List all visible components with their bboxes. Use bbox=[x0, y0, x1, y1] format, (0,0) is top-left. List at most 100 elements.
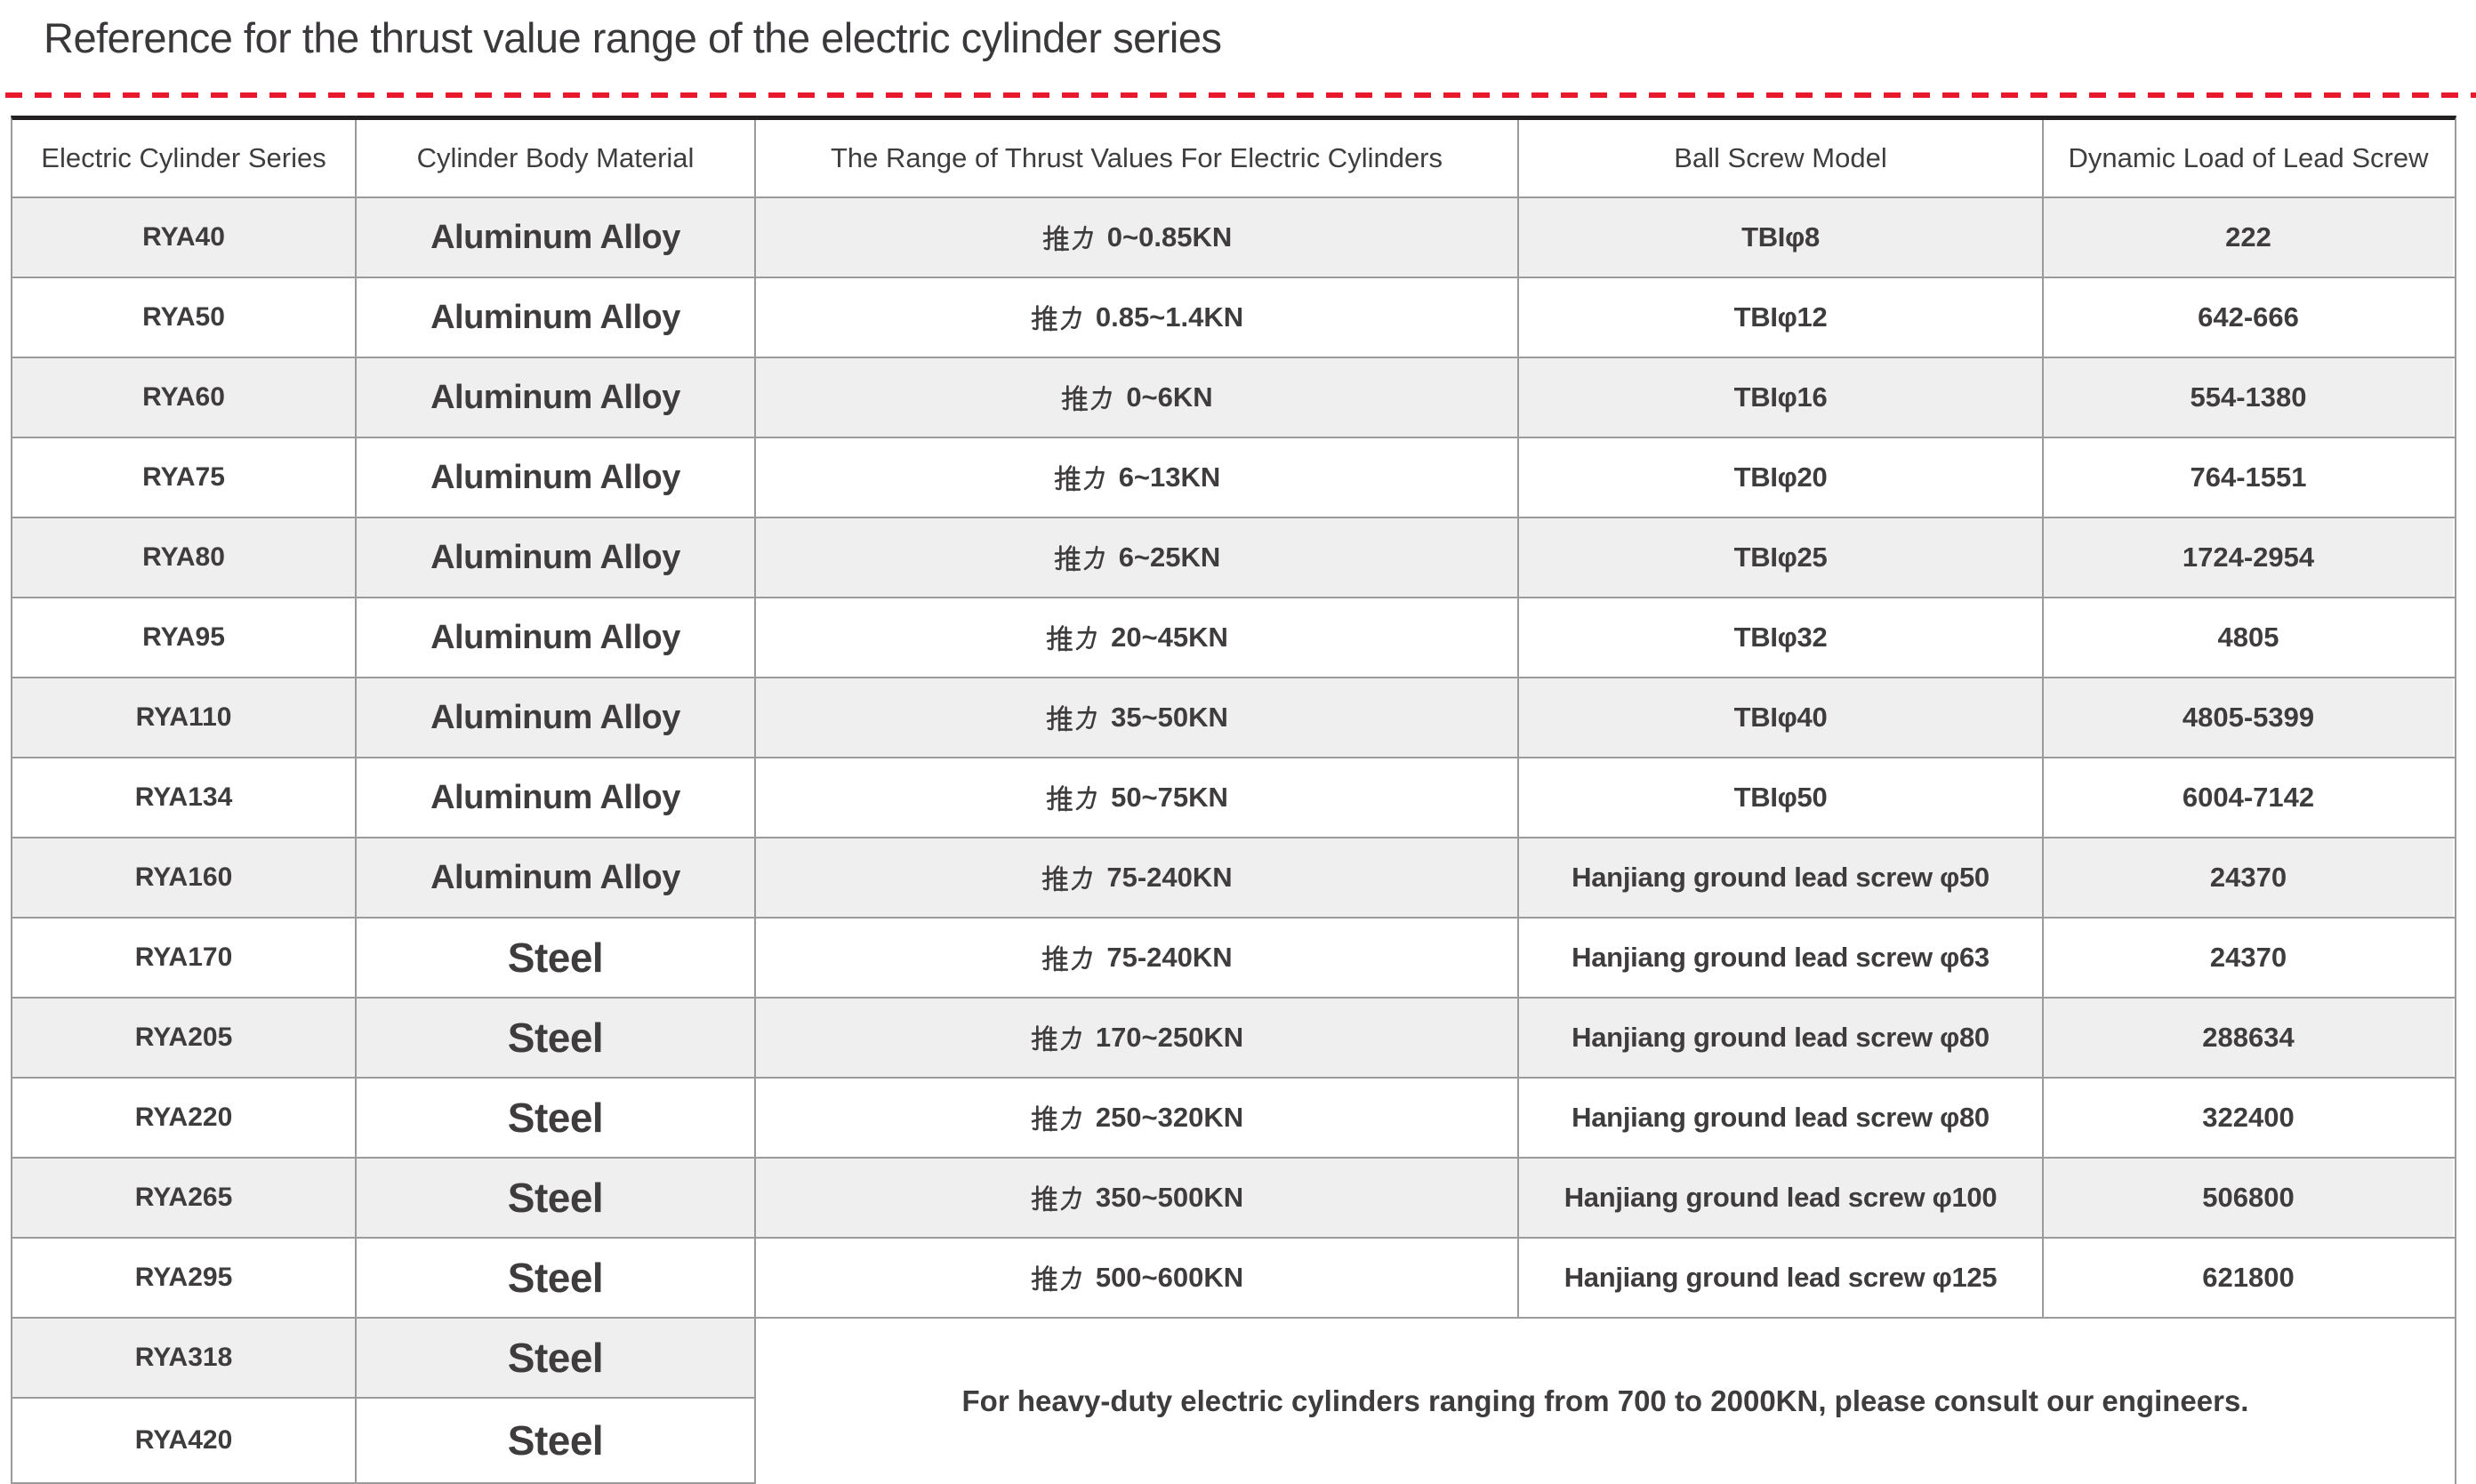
cell-ball-screw: TBIφ12 bbox=[1519, 278, 2044, 357]
cell-series: RYA170 bbox=[12, 918, 357, 997]
cell-thrust: 35~50KN bbox=[756, 678, 1519, 757]
cell-ball-screw: Hanjiang ground lead screw φ80 bbox=[1519, 1079, 2044, 1157]
cell-dynamic-load: 764-1551 bbox=[2044, 438, 2453, 517]
table-row: RYA170 Steel 75-240KN Hanjiang ground lead … bbox=[12, 918, 2455, 999]
thrust-range-text: 0.85~1.4KN bbox=[1095, 301, 1244, 333]
cn-char-li bbox=[1060, 1105, 1081, 1130]
cell-series: RYA220 bbox=[12, 1079, 357, 1157]
table-header-row: Electric Cylinder Series Cylinder Body M… bbox=[12, 120, 2455, 198]
cell-thrust: 0~6KN bbox=[756, 358, 1519, 437]
table-row: RYA40 Aluminum Alloy 0~0.85KN TBIφ8 222 bbox=[12, 198, 2455, 278]
table-row: RYA50 Aluminum Alloy 0.85~1.4KN TBIφ12 642-6… bbox=[12, 278, 2455, 358]
table-row: RYA318 Steel bbox=[12, 1319, 2455, 1399]
table-row: RYA420 Steel bbox=[12, 1399, 2455, 1484]
page-title: Reference for the thrust value range of … bbox=[44, 14, 1222, 61]
cell-dynamic-load: 642-666 bbox=[2044, 278, 2453, 357]
cell-material: Aluminum Alloy bbox=[357, 598, 756, 677]
thrust-cn-glyph bbox=[1030, 1184, 1087, 1212]
heavy-duty-note: For heavy-duty electric cylinders rangin… bbox=[756, 1319, 2455, 1484]
thrust-cn-glyph bbox=[1041, 864, 1097, 892]
cell-thrust: 250~320KN bbox=[756, 1079, 1519, 1157]
cell-dynamic-load: 1724-2954 bbox=[2044, 518, 2453, 597]
thrust-range-text: 6~13KN bbox=[1118, 461, 1221, 493]
cell-series: RYA134 bbox=[12, 758, 357, 837]
table-row: RYA134 Aluminum Alloy 50~75KN TBIφ50 6004-71… bbox=[12, 758, 2455, 838]
thrust-range-text: 75-240KN bbox=[1106, 942, 1233, 973]
table-row: RYA295 Steel 500~600KN Hanjiang ground lead… bbox=[12, 1239, 2455, 1319]
cell-dynamic-load: 24370 bbox=[2044, 918, 2453, 997]
cell-series: RYA318 bbox=[12, 1319, 357, 1399]
cell-material: Aluminum Alloy bbox=[357, 198, 756, 277]
cell-series: RYA160 bbox=[12, 838, 357, 917]
cn-char-li bbox=[1075, 705, 1097, 730]
cell-ball-screw: TBIφ8 bbox=[1519, 198, 2044, 277]
thrust-cn-glyph bbox=[1030, 1024, 1087, 1052]
cn-char-tui bbox=[1042, 224, 1069, 251]
cn-char-li bbox=[1075, 785, 1097, 810]
table-row: RYA265 Steel 350~500KN Hanjiang ground lead… bbox=[12, 1159, 2455, 1239]
cell-series: RYA50 bbox=[12, 278, 357, 357]
cn-char-li bbox=[1083, 545, 1105, 570]
thrust-cn-glyph bbox=[1053, 544, 1110, 572]
thrust-range-text: 170~250KN bbox=[1095, 1022, 1244, 1053]
thrust-range-text: 75-240KN bbox=[1106, 862, 1233, 893]
cn-char-tui bbox=[1054, 464, 1081, 491]
cell-series: RYA60 bbox=[12, 358, 357, 437]
cell-ball-screw: TBIφ20 bbox=[1519, 438, 2044, 517]
thrust-range-text: 250~320KN bbox=[1095, 1102, 1244, 1133]
cn-char-tui bbox=[1054, 544, 1081, 571]
cell-material: Aluminum Alloy bbox=[357, 438, 756, 517]
header-cell-series: Electric Cylinder Series bbox=[12, 120, 357, 197]
table-row: RYA95 Aluminum Alloy 20~45KN TBIφ32 4805 bbox=[12, 598, 2455, 678]
header-cell-thrust-range: The Range of Thrust Values For Electric … bbox=[756, 120, 1519, 197]
cn-char-li bbox=[1072, 865, 1093, 890]
cn-char-tui bbox=[1031, 1264, 1057, 1291]
cn-char-tui bbox=[1042, 944, 1069, 971]
cell-ball-screw: Hanjiang ground lead screw φ100 bbox=[1519, 1159, 2044, 1237]
table-row: RYA220 Steel 250~320KN Hanjiang ground lead… bbox=[12, 1079, 2455, 1159]
cell-dynamic-load: 554-1380 bbox=[2044, 358, 2453, 437]
thrust-range-text: 50~75KN bbox=[1111, 782, 1228, 813]
cell-thrust: 75-240KN bbox=[756, 838, 1519, 917]
cell-dynamic-load: 322400 bbox=[2044, 1079, 2453, 1157]
table-body: RYA40 Aluminum Alloy 0~0.85KN TBIφ8 222 RYA50… bbox=[12, 198, 2455, 1484]
cell-material: Steel bbox=[357, 1319, 756, 1399]
cell-material: Aluminum Alloy bbox=[357, 838, 756, 917]
cell-thrust: 0~0.85KN bbox=[756, 198, 1519, 277]
cell-ball-screw: Hanjiang ground lead screw φ63 bbox=[1519, 918, 2044, 997]
cn-char-li bbox=[1083, 465, 1105, 490]
thrust-range-text: 6~25KN bbox=[1118, 541, 1221, 573]
table-row: RYA80 Aluminum Alloy 6~25KN TBIφ25 1724-2954 bbox=[12, 518, 2455, 598]
header-cell-dynamic-load: Dynamic Load of Lead Screw bbox=[2044, 120, 2453, 197]
thrust-cn-glyph bbox=[1030, 1104, 1087, 1132]
cell-material: Aluminum Alloy bbox=[357, 278, 756, 357]
cn-char-tui bbox=[1031, 304, 1057, 331]
cell-series: RYA295 bbox=[12, 1239, 357, 1317]
cell-ball-screw: TBIφ50 bbox=[1519, 758, 2044, 837]
cn-char-tui bbox=[1046, 624, 1073, 651]
cell-dynamic-load: 4805 bbox=[2044, 598, 2453, 677]
table-row: RYA75 Aluminum Alloy 6~13KN TBIφ20 764-1551 bbox=[12, 438, 2455, 518]
thrust-cn-glyph bbox=[1041, 224, 1098, 252]
cn-char-tui bbox=[1042, 864, 1069, 891]
thrust-range-text: 500~600KN bbox=[1095, 1262, 1244, 1293]
cn-char-li bbox=[1072, 225, 1093, 250]
spec-table: Electric Cylinder Series Cylinder Body M… bbox=[11, 116, 2456, 1484]
cell-ball-screw: TBIφ32 bbox=[1519, 598, 2044, 677]
red-dashed-divider bbox=[5, 92, 2476, 98]
cell-thrust: 50~75KN bbox=[756, 758, 1519, 837]
cell-material: Aluminum Alloy bbox=[357, 678, 756, 757]
cn-char-li bbox=[1060, 305, 1081, 330]
cn-char-li bbox=[1060, 1185, 1081, 1210]
thrust-range-text: 20~45KN bbox=[1111, 622, 1228, 653]
header-cell-ball-screw: Ball Screw Model bbox=[1519, 120, 2044, 197]
thrust-cn-glyph bbox=[1030, 1264, 1087, 1292]
cell-ball-screw: TBIφ16 bbox=[1519, 358, 2044, 437]
cell-series: RYA205 bbox=[12, 999, 357, 1077]
cell-thrust: 20~45KN bbox=[756, 598, 1519, 677]
cell-ball-screw: TBIφ40 bbox=[1519, 678, 2044, 757]
thrust-cn-glyph bbox=[1053, 464, 1110, 492]
cell-series: RYA40 bbox=[12, 198, 357, 277]
cell-dynamic-load: 6004-7142 bbox=[2044, 758, 2453, 837]
